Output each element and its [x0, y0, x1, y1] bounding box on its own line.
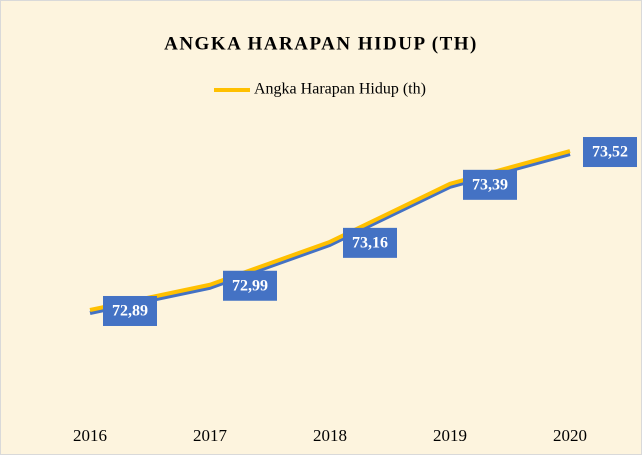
data-label: 73,16 — [352, 235, 388, 252]
x-tick-label: 2018 — [313, 426, 347, 445]
legend-label: Angka Harapan Hidup (th) — [254, 81, 426, 98]
data-label: 72,89 — [112, 303, 148, 320]
data-label-box — [583, 137, 637, 168]
data-label: 73,39 — [472, 176, 508, 193]
data-label: 72,99 — [232, 277, 268, 294]
data-label: 73,52 — [592, 144, 628, 161]
data-label-box — [463, 169, 517, 200]
chart-title: ANGKA HARAPAN HIDUP (TH) — [164, 33, 478, 54]
x-tick-label: 2020 — [553, 426, 587, 445]
data-label-box — [223, 270, 277, 301]
data-label-box — [103, 295, 157, 326]
data-label-box — [343, 227, 397, 258]
x-tick-label: 2016 — [73, 426, 107, 445]
x-tick-label: 2017 — [193, 426, 228, 445]
x-tick-label: 2019 — [433, 426, 467, 445]
